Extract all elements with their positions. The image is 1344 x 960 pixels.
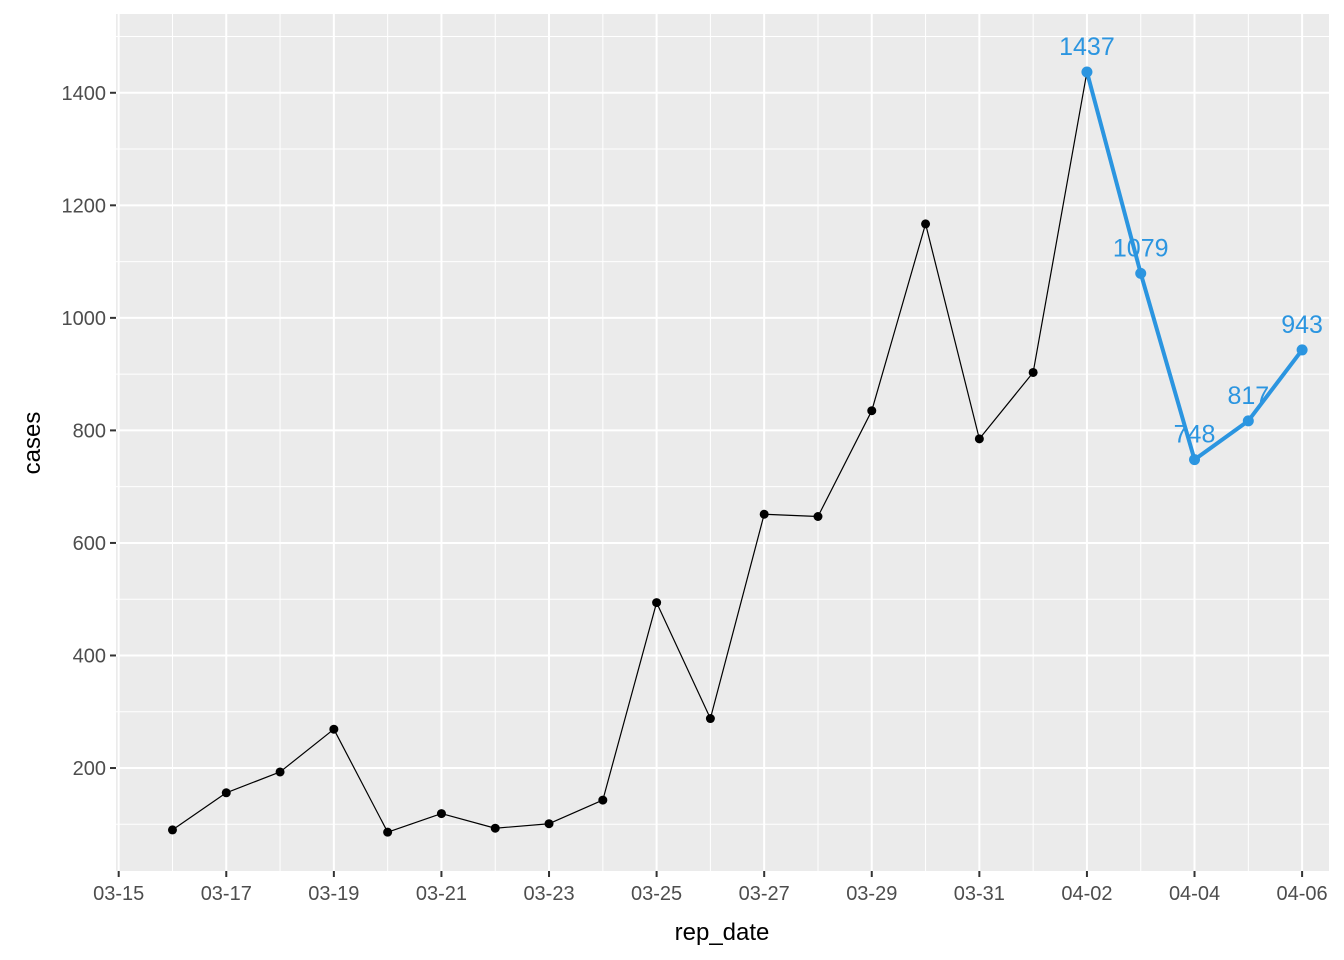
x-tick-label: 03-15 xyxy=(93,883,144,905)
y-tick-label: 1400 xyxy=(62,83,107,105)
data-point xyxy=(221,788,231,798)
x-tick-label: 03-29 xyxy=(846,883,897,905)
data-point xyxy=(813,511,823,521)
data-label: 943 xyxy=(1281,311,1323,339)
data-label: 817 xyxy=(1227,382,1269,410)
data-point xyxy=(867,406,877,416)
data-label: 748 xyxy=(1174,421,1216,449)
data-point xyxy=(329,724,339,734)
y-tick-label: 800 xyxy=(73,420,106,442)
data-point xyxy=(544,819,554,829)
x-tick-label: 04-02 xyxy=(1061,883,1112,905)
y-tick-label: 400 xyxy=(73,645,106,667)
x-tick-label: 04-04 xyxy=(1169,883,1220,905)
data-point xyxy=(652,598,662,608)
highlight-point xyxy=(1135,267,1147,279)
x-tick-label: 03-19 xyxy=(308,883,359,905)
data-point xyxy=(383,827,393,837)
data-point xyxy=(167,825,177,835)
highlight-point xyxy=(1081,66,1093,78)
data-point xyxy=(275,767,285,777)
data-point xyxy=(1028,367,1038,377)
x-tick-label: 03-17 xyxy=(201,883,252,905)
x-axis-title: rep_date xyxy=(675,919,770,946)
x-tick-label: 03-31 xyxy=(954,883,1005,905)
y-tick-label: 1200 xyxy=(62,195,107,217)
highlight-point xyxy=(1189,454,1201,466)
highlight-point xyxy=(1242,415,1254,427)
y-tick-label: 600 xyxy=(73,533,106,555)
x-tick-label: 03-23 xyxy=(523,883,574,905)
data-label: 1079 xyxy=(1113,234,1169,262)
plot-panel xyxy=(116,14,1329,871)
data-point xyxy=(974,434,984,444)
data-point xyxy=(759,509,769,519)
y-axis: 200 400 600 800 1000 1200 1400 xyxy=(62,83,116,780)
data-point xyxy=(921,219,931,229)
x-axis: 03-15 03-17 03-19 03-21 03-23 03-25 03-27 03-29… xyxy=(93,871,1328,905)
data-point xyxy=(598,795,608,805)
y-axis-title: cases xyxy=(19,412,46,475)
minor-gridlines xyxy=(116,14,1329,871)
data-point xyxy=(705,714,715,724)
series-layer xyxy=(167,66,1308,837)
x-tick-label: 04-06 xyxy=(1277,883,1328,905)
x-tick-label: 03-25 xyxy=(631,883,682,905)
x-tick-label: 03-27 xyxy=(739,883,790,905)
y-tick-label: 200 xyxy=(73,758,106,780)
data-point xyxy=(436,809,446,819)
data-labels: 1437 1079 748 817 943 xyxy=(1059,33,1323,449)
data-point xyxy=(490,823,500,833)
base-series-line xyxy=(171,71,1088,833)
y-tick-label: 1000 xyxy=(62,308,107,330)
data-label: 1437 xyxy=(1059,33,1115,61)
x-tick-label: 03-21 xyxy=(416,883,467,905)
highlight-point xyxy=(1296,344,1308,356)
